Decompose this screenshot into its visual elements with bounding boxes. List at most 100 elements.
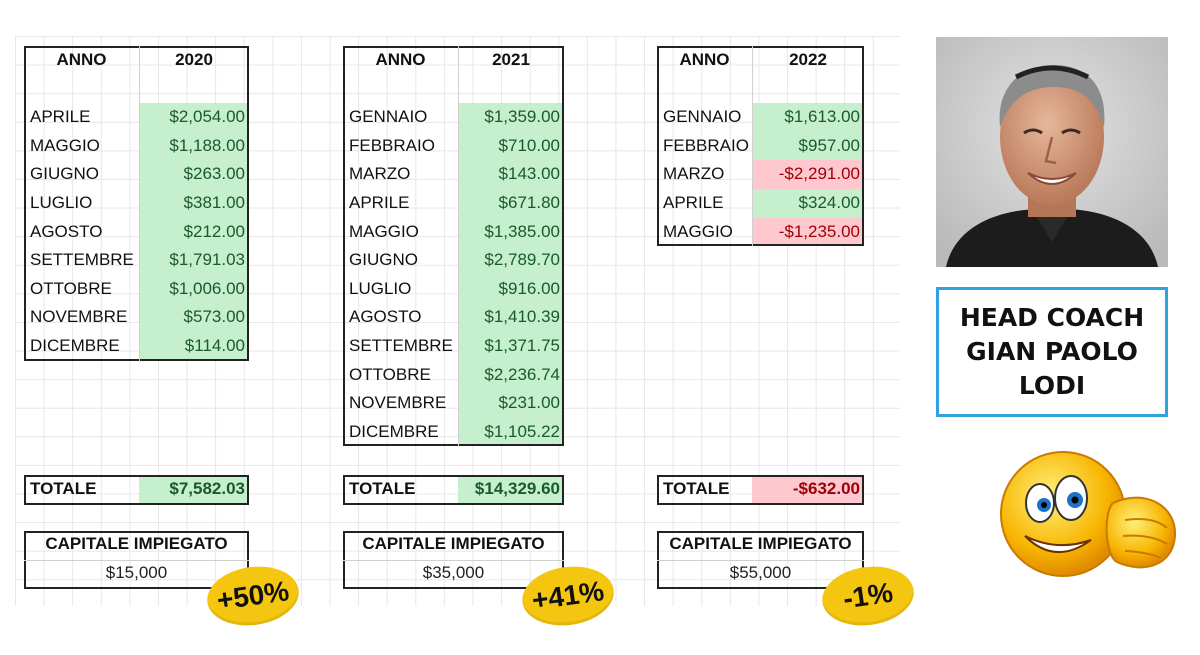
table-row: FEBBRAIO $710.00 — [343, 131, 564, 161]
header-row: ANNO 2022 — [657, 46, 864, 75]
col-header-anno: ANNO — [679, 50, 730, 69]
month-label: OTTOBRE — [349, 364, 431, 384]
month-label: GIUGNO — [349, 250, 418, 270]
total-row: TOTALE -$632.00 — [657, 475, 864, 504]
table-row: GIUGNO $263.00 — [24, 160, 249, 189]
total-value: -$632.00 — [752, 475, 864, 504]
table-row: APRILE $671.80 — [343, 189, 564, 218]
month-label: NOVEMBRE — [30, 307, 128, 327]
month-value: $1,410.39 — [458, 303, 564, 332]
month-label: GENNAIO — [349, 107, 428, 127]
month-value: $710.00 — [458, 131, 564, 161]
month-value: $671.80 — [458, 189, 564, 218]
table-row: LUGLIO $381.00 — [24, 189, 249, 218]
month-value: $1,105.22 — [458, 417, 564, 447]
month-value: $1,371.75 — [458, 332, 564, 361]
month-label: APRILE — [663, 193, 724, 212]
table-row: GENNAIO $1,359.00 — [343, 103, 564, 132]
month-value: $231.00 — [458, 389, 564, 418]
total-value: $14,329.60 — [458, 475, 564, 504]
month-label: APRILE — [30, 107, 91, 127]
month-value: $212.00 — [139, 217, 249, 247]
month-value: $573.00 — [139, 303, 249, 332]
header-row: ANNO 2021 — [343, 46, 564, 75]
month-value: $957.00 — [752, 131, 864, 161]
col-header-year: 2021 — [492, 50, 530, 69]
year-table-2022: ANNO 2022 GENNAIO $1,613.00 FEBBRAIO $957.00 M… — [657, 46, 918, 632]
month-label: MARZO — [349, 164, 411, 184]
month-label: AGOSTO — [349, 307, 422, 327]
table-row: FEBBRAIO $957.00 — [657, 131, 864, 161]
month-value: $2,236.74 — [458, 360, 564, 390]
table-row: NOVEMBRE $231.00 — [343, 389, 564, 418]
month-label: GENNAIO — [663, 107, 742, 127]
table-row: MARZO -$2,291.00 — [657, 160, 864, 189]
month-label: MAGGIO — [30, 135, 100, 155]
capital-label: CAPITALE IMPIEGATO — [45, 534, 228, 553]
month-value: $2,054.00 — [139, 103, 249, 132]
month-value: $324.00 — [752, 189, 864, 218]
capital-value: $15,000 — [105, 563, 168, 582]
year-table-2021: ANNO 2021 GENNAIO $1,359.00 FEBBRAIO $710.00 M… — [343, 46, 618, 632]
coach-portrait — [936, 37, 1168, 267]
month-label: NOVEMBRE — [349, 393, 447, 413]
month-value: -$2,291.00 — [752, 160, 864, 189]
col-header-anno: ANNO — [56, 50, 107, 69]
month-label: MAGGIO — [663, 221, 733, 241]
month-label: FEBBRAIO — [663, 135, 749, 155]
month-label: FEBBRAIO — [349, 135, 435, 155]
year-table-2020: ANNO 2020 APRILE $2,054.00 MAGGIO $1,188.00 GI… — [24, 46, 303, 632]
month-label: LUGLIO — [30, 193, 93, 212]
table-row: OTTOBRE $1,006.00 — [24, 274, 249, 304]
coach-last-name: LODI — [1018, 371, 1086, 400]
total-row: TOTALE $7,582.03 — [24, 475, 249, 504]
table-row: GIUGNO $2,789.70 — [343, 246, 564, 275]
table-row: APRILE $2,054.00 — [24, 103, 249, 132]
month-label: AGOSTO — [30, 221, 103, 241]
month-label: APRILE — [349, 193, 410, 212]
month-label: SETTEMBRE — [30, 250, 134, 270]
table-row: SETTEMBRE $1,791.03 — [24, 246, 249, 275]
month-label: DICEMBRE — [349, 421, 439, 441]
column-divider — [458, 46, 459, 447]
col-header-year: 2020 — [175, 50, 213, 69]
total-row: TOTALE $14,329.60 — [343, 475, 564, 504]
total-label: TOTALE — [349, 479, 416, 498]
month-value: $1,006.00 — [139, 274, 249, 304]
table-row: LUGLIO $916.00 — [343, 274, 564, 304]
month-value: $1,359.00 — [458, 103, 564, 132]
table-row: AGOSTO $1,410.39 — [343, 303, 564, 332]
coach-title: HEAD COACH — [959, 303, 1145, 332]
header-row: ANNO 2020 — [24, 46, 249, 75]
month-value: $1,385.00 — [458, 217, 564, 247]
month-label: OTTOBRE — [30, 278, 112, 298]
capital-label: CAPITALE IMPIEGATO — [362, 534, 545, 553]
table-row: APRILE $324.00 — [657, 189, 864, 218]
month-value: $381.00 — [139, 189, 249, 218]
month-value: $1,791.03 — [139, 246, 249, 275]
month-label: MARZO — [663, 164, 725, 184]
column-divider — [752, 46, 753, 247]
table-row: MARZO $143.00 — [343, 160, 564, 189]
total-value: $7,582.03 — [139, 475, 249, 504]
capital-divider — [24, 560, 249, 561]
month-value: -$1,235.00 — [752, 217, 864, 247]
column-divider — [139, 46, 140, 361]
month-label: GIUGNO — [30, 164, 99, 184]
table-row: AGOSTO $212.00 — [24, 217, 249, 247]
table-row: MAGGIO $1,188.00 — [24, 131, 249, 161]
capital-divider — [343, 560, 564, 561]
capital-value: $55,000 — [729, 563, 792, 582]
col-header-anno: ANNO — [375, 50, 426, 69]
table-row: OTTOBRE $2,236.74 — [343, 360, 564, 390]
month-label: DICEMBRE — [30, 336, 120, 355]
month-value: $916.00 — [458, 274, 564, 304]
table-row: MAGGIO -$1,235.00 — [657, 217, 864, 247]
table-row: NOVEMBRE $573.00 — [24, 303, 249, 332]
table-row: DICEMBRE $114.00 — [24, 332, 249, 361]
month-value: $1,188.00 — [139, 131, 249, 161]
fist-bump-smiley-icon — [1000, 451, 1177, 577]
table-row: MAGGIO $1,385.00 — [343, 217, 564, 247]
month-label: LUGLIO — [349, 278, 412, 298]
table-row: SETTEMBRE $1,371.75 — [343, 332, 564, 361]
